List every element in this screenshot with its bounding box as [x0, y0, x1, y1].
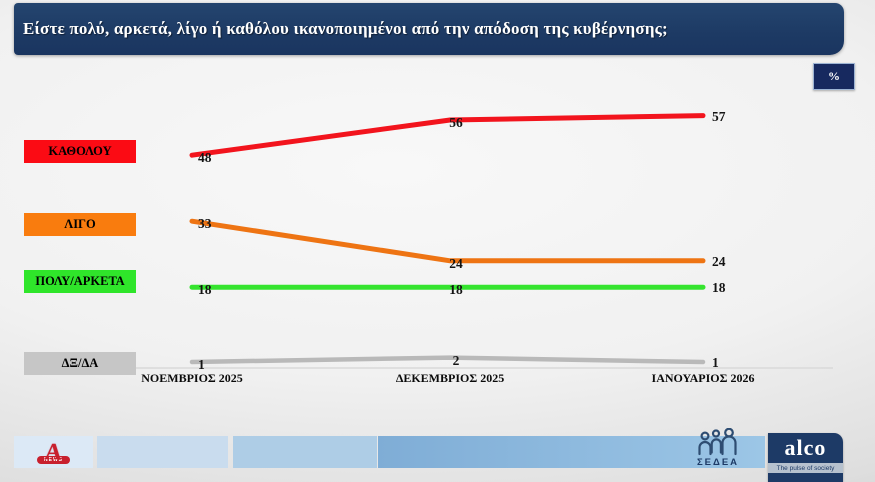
legend-katholou: ΚΑΘΟΛΟΥ	[24, 140, 136, 163]
legend-katholou-label: ΚΑΘΟΛΟΥ	[48, 144, 112, 158]
footer-box-alpha: A NEWS	[14, 436, 93, 468]
legend-ligo: ΛΙΓΟ	[24, 213, 136, 236]
series-line-1	[189, 218, 706, 264]
alpha-news-logo: A NEWS	[37, 439, 70, 464]
point-label: 18	[449, 282, 463, 298]
percent-badge-label: %	[828, 69, 840, 83]
legend-poly-arketa-label: ΠΟΛΥ/ΑΡΚΕΤΑ	[35, 274, 125, 288]
sedea-logo: ΣΕΔΕΑ	[686, 428, 750, 473]
legend-poly-arketa: ΠΟΛΥ/ΑΡΚΕΤΑ	[24, 270, 136, 293]
series-line-0	[189, 113, 706, 158]
legend-ligo-label: ΛΙΓΟ	[64, 217, 96, 231]
point-label: 1	[712, 355, 719, 370]
percent-badge: %	[813, 63, 855, 90]
point-label: 18	[198, 282, 212, 298]
point-label: 24	[449, 255, 463, 271]
page-title: Είστε πολύ, αρκετά, λίγο ή καθόλου ικανο…	[23, 19, 668, 38]
alpha-news-label: NEWS	[37, 456, 70, 464]
legend-dx-da: ΔΞ/ΔΑ	[24, 352, 136, 375]
point-label: 33	[198, 216, 212, 232]
footer-box-2	[97, 436, 228, 468]
alco-logo: alco The pulse of society	[768, 433, 843, 482]
point-label: 57	[712, 108, 726, 124]
alco-wordmark: alco	[784, 435, 827, 460]
series-line-3	[189, 355, 706, 365]
x-axis-label: ΔΕΚΕΜΒΡΙΟΣ 2025	[395, 371, 505, 385]
point-label: 18	[712, 280, 726, 296]
point-label: 24	[712, 253, 726, 269]
x-axis-label: ΝΟΕΜΒΡΙΟΣ 2025	[141, 371, 243, 385]
title-bar: Είστε πολύ, αρκετά, λίγο ή καθόλου ικανο…	[14, 3, 844, 55]
point-label: 56	[449, 115, 463, 130]
point-label: 2	[452, 352, 460, 368]
alco-tagline: The pulse of society	[768, 463, 843, 473]
footer-box-3	[233, 436, 377, 468]
point-label: 1	[198, 357, 205, 372]
alpha-a-icon: A	[44, 439, 63, 464]
point-label: 48	[198, 150, 212, 166]
legend-dx-da-label: ΔΞ/ΔΑ	[61, 356, 99, 370]
sedea-label: ΣΕΔΕΑ	[696, 457, 740, 468]
sedea-people-icon	[698, 428, 737, 456]
x-axis-label: ΙΑΝΟΥΑΡΙΟΣ 2026	[651, 371, 755, 385]
